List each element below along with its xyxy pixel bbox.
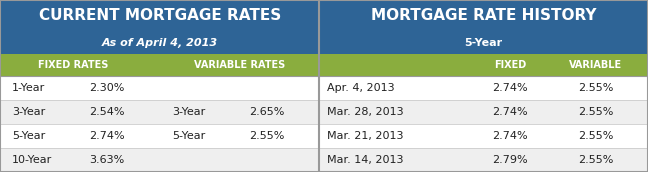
Text: 2.30%: 2.30% [89,83,125,93]
Bar [319,148,648,172]
Text: 2.74%: 2.74% [492,131,528,141]
Text: Mar. 14, 2013: Mar. 14, 2013 [327,155,404,165]
Text: 3.63%: 3.63% [89,155,124,165]
Bar [319,124,648,148]
Text: 2.65%: 2.65% [249,107,284,117]
Bar [0,32,319,54]
Text: 2.55%: 2.55% [249,131,284,141]
Bar [0,0,319,32]
Text: 2.74%: 2.74% [89,131,125,141]
Text: 2.55%: 2.55% [578,107,613,117]
Text: 2.55%: 2.55% [578,83,613,93]
Text: 5-Year: 5-Year [172,131,206,141]
Bar [319,76,648,100]
Text: Mar. 21, 2013: Mar. 21, 2013 [327,131,404,141]
Bar [0,76,319,100]
Text: As of April 4, 2013: As of April 4, 2013 [102,38,218,48]
Bar [0,148,319,172]
Text: 2.55%: 2.55% [578,155,613,165]
Text: VARIABLE: VARIABLE [569,60,622,70]
Text: 2.74%: 2.74% [492,107,528,117]
Bar [319,32,648,54]
Text: 5-Year: 5-Year [465,38,503,48]
Bar [319,100,648,124]
Text: 3-Year: 3-Year [172,107,206,117]
Bar [0,124,319,148]
Text: 2.55%: 2.55% [578,131,613,141]
Text: VARIABLE RATES: VARIABLE RATES [194,60,285,70]
Bar [0,54,319,76]
Text: CURRENT MORTGAGE RATES: CURRENT MORTGAGE RATES [39,8,281,24]
Text: 3-Year: 3-Year [12,107,45,117]
Text: FIXED: FIXED [494,60,526,70]
Text: 2.79%: 2.79% [492,155,528,165]
Text: FIXED RATES: FIXED RATES [38,60,109,70]
Text: 2.74%: 2.74% [492,83,528,93]
Text: 2.54%: 2.54% [89,107,125,117]
Text: 5-Year: 5-Year [12,131,45,141]
Text: MORTGAGE RATE HISTORY: MORTGAGE RATE HISTORY [371,8,596,24]
Text: 10-Year: 10-Year [12,155,52,165]
Text: Mar. 28, 2013: Mar. 28, 2013 [327,107,404,117]
Bar [0,100,319,124]
Text: 1-Year: 1-Year [12,83,45,93]
Bar [319,54,648,76]
Bar [319,0,648,32]
Text: Apr. 4, 2013: Apr. 4, 2013 [327,83,395,93]
